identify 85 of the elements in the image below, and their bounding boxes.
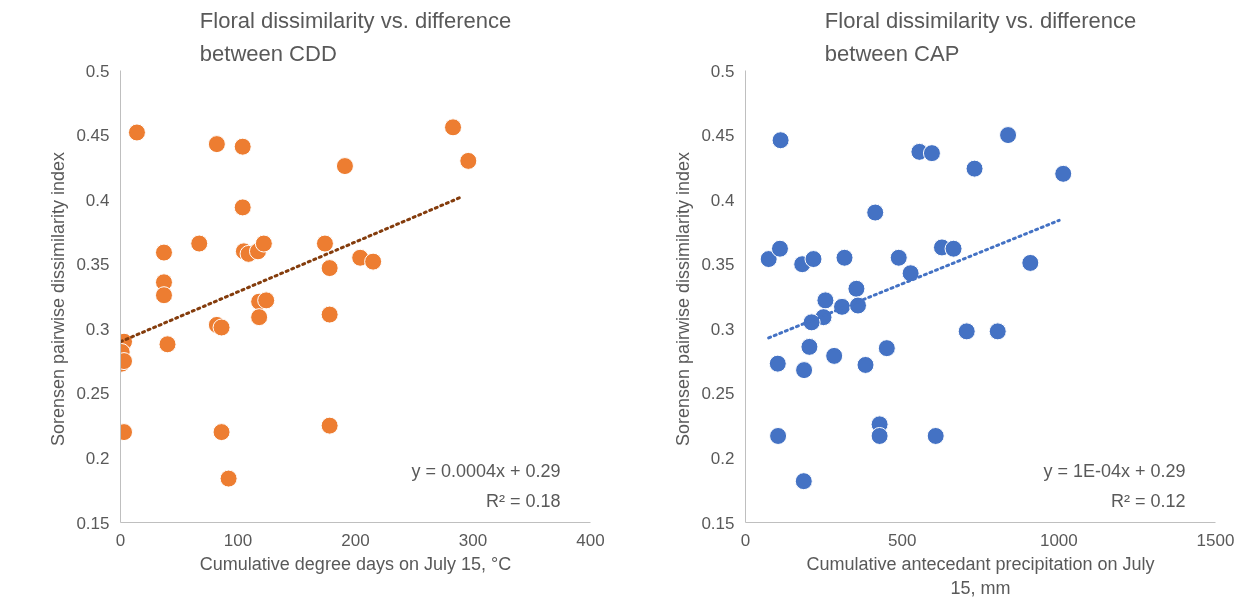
- x-axis-title: Cumulative antecedant precipitation on July 15, mm: [806, 553, 1155, 598]
- point: [158, 335, 177, 354]
- point: [459, 151, 478, 170]
- point: [190, 234, 209, 253]
- chart-title: Floral dissimilarity vs. difference between CDD: [199, 8, 512, 66]
- annotation: R² = 0.12: [1110, 490, 1186, 511]
- point: [825, 346, 844, 365]
- point: [250, 308, 269, 327]
- y-tick-label: 0.4: [85, 190, 110, 210]
- point: [444, 118, 463, 137]
- point: [800, 337, 819, 356]
- point: [877, 339, 896, 358]
- y-tick-label: 0.15: [76, 513, 110, 533]
- point: [1021, 253, 1040, 272]
- point: [769, 426, 788, 445]
- point: [795, 361, 814, 380]
- point: [154, 286, 173, 305]
- point: [768, 354, 787, 373]
- point: [770, 239, 789, 258]
- x-tick-label: 1500: [1196, 530, 1235, 550]
- x-tick-label: 400: [576, 530, 605, 550]
- point: [219, 469, 238, 488]
- point: [364, 252, 383, 271]
- y-axis-title: Sorensen pairwise dissimilarity index: [673, 151, 694, 447]
- point: [866, 203, 885, 222]
- annotation: y = 0.0004x + 0.29: [411, 460, 561, 481]
- x-tick-label: 100: [223, 530, 253, 550]
- point: [759, 250, 778, 269]
- point: [835, 248, 854, 267]
- point: [856, 355, 875, 374]
- point: [335, 157, 354, 176]
- y-tick-label: 0.4: [710, 190, 735, 210]
- point: [794, 472, 813, 491]
- point: [254, 234, 273, 253]
- point: [233, 137, 252, 156]
- point: [233, 198, 252, 217]
- y-tick-label: 0.35: [701, 255, 735, 275]
- y-tick-label: 0.2: [85, 448, 110, 468]
- chart-title: Floral dissimilarity vs. difference between CAP: [824, 8, 1137, 66]
- point: [957, 322, 976, 341]
- point: [212, 423, 231, 442]
- y-tick-label: 0.3: [710, 319, 735, 339]
- y-tick-label: 0.25: [701, 384, 735, 404]
- point: [154, 243, 173, 262]
- y-tick-label: 0.45: [76, 126, 110, 146]
- point: [771, 131, 790, 150]
- y-tick-label: 0.5: [710, 61, 735, 81]
- x-tick-label: 200: [341, 530, 370, 550]
- point: [870, 426, 889, 445]
- y-tick-label: 0.5: [85, 61, 110, 81]
- point: [922, 144, 941, 163]
- point: [889, 248, 908, 267]
- point: [257, 291, 276, 310]
- point: [901, 264, 920, 283]
- point: [320, 305, 339, 324]
- point: [1054, 164, 1073, 183]
- point: [320, 259, 339, 278]
- y-axis-title: Sorensen pairwise dissimilarity index: [48, 151, 69, 447]
- point: [965, 159, 984, 178]
- x-tick-label: 0: [115, 530, 126, 550]
- annotation: y = 1E-04x + 0.29: [1043, 460, 1186, 481]
- annotation: R² = 0.18: [485, 490, 561, 511]
- x-tick-label: 300: [458, 530, 488, 550]
- point: [847, 279, 866, 298]
- y-tick-label: 0.15: [701, 513, 735, 533]
- y-tick-label: 0.2: [710, 448, 735, 468]
- point: [999, 126, 1018, 145]
- y-tick-label: 0.35: [76, 255, 110, 275]
- point: [207, 135, 226, 154]
- x-axis-title: Cumulative degree days on July 15, °C: [199, 553, 512, 574]
- point: [804, 250, 823, 269]
- y-tick-label: 0.45: [701, 126, 735, 146]
- point: [816, 291, 835, 310]
- point: [320, 416, 339, 435]
- point: [988, 322, 1007, 341]
- y-tick-label: 0.25: [76, 384, 110, 404]
- x-tick-label: 500: [887, 530, 917, 550]
- point: [127, 123, 146, 142]
- point: [315, 234, 334, 253]
- y-tick-label: 0.3: [85, 319, 110, 339]
- x-tick-label: 0: [740, 530, 751, 550]
- x-tick-label: 1000: [1039, 530, 1078, 550]
- point: [926, 426, 945, 445]
- point: [944, 239, 963, 258]
- point: [212, 318, 231, 337]
